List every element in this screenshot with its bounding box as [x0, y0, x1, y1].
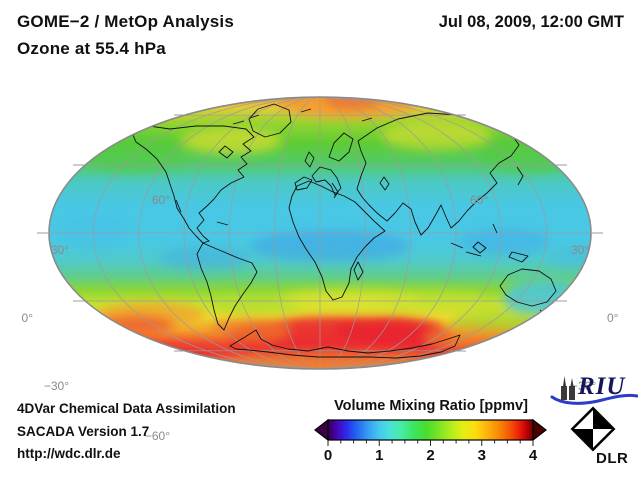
riu-wave-swoosh-icon: [550, 393, 638, 405]
riu-logo-text: RIU: [578, 373, 626, 400]
dlr-logo-text: DLR: [596, 450, 629, 467]
colorbar-right-arrow: [532, 418, 547, 442]
mollweide-map-svg: [37, 96, 603, 370]
cathedral-icon: [561, 376, 575, 400]
figure-title-line2: Ozone at 55.4 hPa: [17, 39, 166, 58]
colorbar-tick-4: 4: [528, 447, 538, 464]
lat-label-right-30: 30°: [571, 243, 590, 257]
lat-ticks: [37, 114, 603, 352]
colorbar: [313, 418, 549, 448]
colorbar-ticks: [327, 440, 534, 446]
colorbar-tick-2: 2: [426, 447, 435, 464]
lat-label-left-m30: −30°: [43, 379, 69, 393]
lat-label-right-m30: −30°: [571, 379, 597, 393]
footer-line-assimilation: 4DVar Chemical Data Assimilation: [17, 401, 236, 416]
lat-label-left-m60: −60°: [144, 429, 170, 443]
figure-title-line1: GOME−2 / MetOp Analysis: [17, 12, 235, 31]
world-ozone-map: [0, 85, 640, 381]
lat-label-left-60: 60°: [151, 193, 170, 207]
dlr-logo-icon: [570, 406, 616, 452]
lat-label-left-0: 0°: [21, 311, 33, 325]
map-boundary: [48, 96, 592, 370]
footer-line-version: SACADA Version 1.7: [17, 424, 150, 439]
figure-datetime: Jul 08, 2009, 12:00 GMT: [438, 13, 624, 31]
riu-logo: RIU: [550, 372, 638, 406]
colorbar-tick-3: 3: [477, 447, 486, 464]
colorbar-tick-1: 1: [375, 447, 384, 464]
colorbar-svg: [314, 418, 547, 446]
footer-line-url: http://wdc.dlr.de: [17, 446, 121, 461]
ozone-field: [49, 97, 591, 369]
colorbar-gradient-bar: [327, 419, 534, 441]
colorbar-tick-0: 0: [323, 447, 333, 464]
lat-label-left-30: 30°: [50, 243, 69, 257]
lat-label-right-60: 60°: [470, 193, 489, 207]
lat-label-right-0: 0°: [607, 311, 619, 325]
colorbar-title: Volume Mixing Ratio [ppmv]: [334, 398, 528, 414]
dlr-logo: DLR: [566, 406, 632, 468]
graticule: [49, 97, 591, 369]
colorbar-left-arrow: [314, 418, 329, 442]
